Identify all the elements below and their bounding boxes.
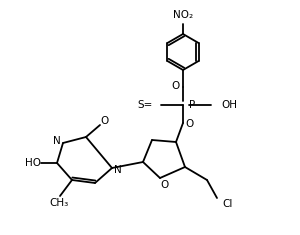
Text: O: O bbox=[100, 116, 108, 126]
Text: O: O bbox=[185, 119, 193, 129]
Text: HO: HO bbox=[25, 158, 41, 168]
Text: NO₂: NO₂ bbox=[173, 10, 193, 20]
Text: Cl: Cl bbox=[222, 199, 232, 209]
Text: CH₃: CH₃ bbox=[50, 198, 69, 208]
Text: S=: S= bbox=[138, 100, 153, 110]
Text: O: O bbox=[171, 81, 179, 91]
Text: OH: OH bbox=[221, 100, 237, 110]
Text: O: O bbox=[160, 180, 168, 190]
Text: P: P bbox=[189, 100, 195, 110]
Text: N: N bbox=[114, 165, 122, 175]
Text: N: N bbox=[53, 136, 61, 146]
